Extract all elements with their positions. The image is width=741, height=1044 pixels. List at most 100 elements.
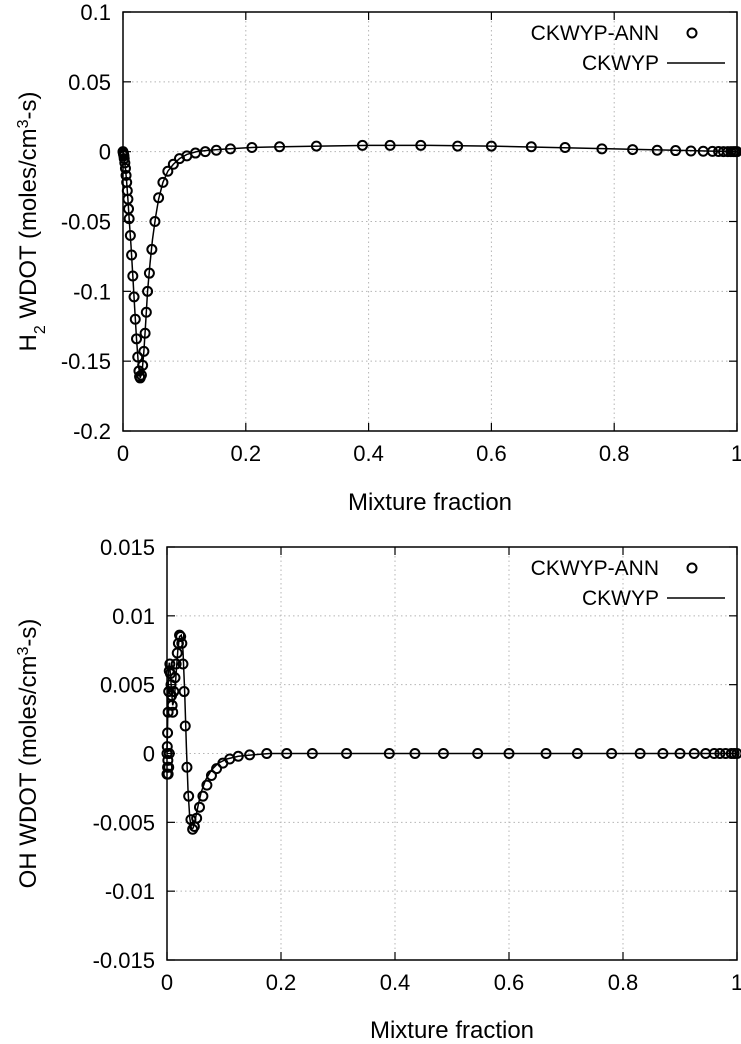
data-point-ckwyp-ann — [634, 748, 646, 759]
y-axis-label-prefix: H — [15, 334, 42, 351]
data-point-ckwyp-ann — [179, 720, 191, 732]
y-axis-label: H2 WDOT (moles/cm3-s) — [15, 91, 49, 351]
x-tick-label: 0 — [117, 441, 129, 466]
x-tick-label: 0.6 — [476, 441, 507, 466]
y-tick-label: 0.01 — [112, 604, 155, 629]
data-point-ckwyp-ann — [559, 141, 571, 153]
data-point-ckwyp-ann — [199, 146, 211, 158]
y-tick-label: -0.005 — [93, 810, 155, 835]
legend: CKWYP-ANN CKWYP — [531, 557, 725, 610]
data-point-ckwyp-ann — [128, 291, 140, 303]
grid — [123, 12, 737, 431]
data-point-ckwyp-ann — [205, 770, 217, 782]
data-point-ckwyp-ann — [714, 748, 726, 759]
x-tick-label: 0.2 — [231, 441, 262, 466]
legend: CKWYP-ANN CKWYP — [531, 22, 725, 75]
data-point-ckwyp-ann — [485, 140, 497, 152]
legend-label-ckwyp: CKWYP — [582, 52, 659, 75]
y-tick-label: -0.15 — [61, 349, 111, 374]
x-tick-label: 0.8 — [599, 441, 630, 466]
data-point-ckwyp-ann — [437, 748, 449, 759]
y-axis-label: OH WDOT (moles/cm3-s) — [15, 619, 43, 889]
data-point-ckwyp-ann — [261, 748, 273, 759]
data-point-ckwyp-ann — [674, 748, 686, 759]
data-point-ckwyp-ann — [201, 779, 213, 791]
data-point-ckwyp-ann — [193, 801, 205, 813]
y-axis-label-mid: WDOT (moles/cm — [15, 128, 42, 325]
data-point-ckwyp-ann — [181, 761, 193, 773]
data-point-ckwyp-ann — [177, 658, 189, 670]
data-point-ckwyp-ann — [175, 630, 187, 642]
data-point-ckwyp-ann — [170, 658, 182, 670]
chart-h2-wdot: 0 0.2 0.4 0.6 0.8 1 -0.2 -0.15 -0.1 -0.05 0 0.05 0.… — [15, 0, 741, 516]
data-point-ckwyp-ann — [670, 145, 682, 157]
data-point-ckwyp-ann — [503, 748, 515, 759]
data-point-ckwyp-ann — [138, 345, 150, 357]
data-point-ckwyp-ann — [127, 270, 139, 282]
chart-oh-wdot: 0 0.2 0.4 0.6 0.8 1 -0.015 -0.01 -0.005 0 0.005 0.… — [15, 535, 741, 1044]
x-axis-label: Mixture fraction — [348, 489, 512, 516]
data-point-ckwyp-ann — [409, 748, 421, 759]
data-point-ckwyp-ann — [246, 141, 258, 153]
legend-label-ckwyp-ann: CKWYP-ANN — [531, 557, 659, 580]
data-point-ckwyp-ann — [143, 267, 155, 279]
data-point-ckwyp-ann — [146, 243, 158, 255]
series-ckwyp-line-group — [122, 144, 738, 379]
y-tick-label: 0 — [99, 140, 111, 165]
data-point-ckwyp-ann — [706, 145, 718, 157]
y-tick-labels: -0.2 -0.15 -0.1 -0.05 0 0.05 0.1 — [61, 0, 111, 444]
y-tick-label: -0.015 — [93, 948, 155, 973]
x-tick-labels: 0 0.2 0.4 0.6 0.8 1 — [117, 441, 741, 466]
data-point-ckwyp-ann — [132, 351, 144, 363]
data-point-ckwyp-ann — [149, 216, 161, 227]
data-point-ckwyp-ann — [596, 143, 608, 155]
y-tick-label: 0.05 — [68, 70, 111, 95]
data-point-ckwyp-ann — [142, 285, 154, 297]
x-tick-label: 0 — [161, 970, 173, 995]
y-axis-label-subscript: 2 — [32, 325, 49, 334]
tick-marks — [166, 546, 738, 961]
data-point-ckwyp-ann — [131, 333, 143, 345]
data-point-ckwyp-ann — [126, 249, 138, 261]
x-tick-label: 0.8 — [608, 970, 639, 995]
data-point-ckwyp-ann — [341, 748, 353, 759]
data-point-ckwyp-ann — [356, 139, 368, 151]
data-point-ckwyp-ann — [685, 145, 697, 157]
legend-marker-ckwyp-ann — [686, 562, 698, 574]
data-point-ckwyp-ann — [210, 144, 222, 156]
x-tick-label: 0.4 — [380, 970, 411, 995]
data-point-ckwyp-ann — [124, 229, 136, 241]
data-point-ckwyp-ann — [120, 169, 132, 181]
x-tick-label: 1 — [731, 970, 741, 995]
data-point-ckwyp-ann — [162, 754, 174, 766]
y-axis-label-suffix: -s) — [15, 91, 42, 119]
y-axis-label-mid: WDOT (moles/cm — [15, 656, 42, 853]
x-tick-label: 1 — [731, 441, 741, 466]
data-point-ckwyp-ann — [306, 748, 318, 759]
data-point-ckwyp-ann — [384, 139, 396, 151]
data-point-ckwyp-ann — [169, 672, 181, 684]
series-ckwyp-line — [122, 144, 738, 379]
y-tick-label: 0 — [143, 742, 155, 767]
data-point-ckwyp-ann — [183, 790, 195, 802]
y-tick-label: 0.015 — [100, 535, 155, 560]
data-point-ckwyp-ann — [119, 157, 131, 169]
data-point-ckwyp-ann — [651, 144, 663, 156]
grid — [167, 547, 737, 960]
data-point-ckwyp-ann — [211, 763, 223, 775]
x-tick-labels: 0 0.2 0.4 0.6 0.8 1 — [161, 970, 741, 995]
tick-marks — [122, 11, 738, 432]
series-ckwyp-ann-markers-group — [161, 629, 741, 835]
data-point-ckwyp-ann — [274, 141, 286, 153]
data-point-ckwyp-ann — [452, 140, 464, 152]
data-point-ckwyp-ann — [657, 748, 669, 759]
data-point-ckwyp-ann — [139, 327, 151, 339]
y-tick-labels: -0.015 -0.01 -0.005 0 0.005 0.01 0.015 — [93, 535, 155, 973]
data-point-ckwyp-ann — [140, 306, 152, 318]
data-point-ckwyp-ann — [162, 165, 174, 177]
y-tick-label: 0.005 — [100, 673, 155, 698]
data-point-ckwyp-ann — [167, 706, 179, 718]
data-point-ckwyp-ann — [119, 162, 131, 174]
series-ckwyp-line — [166, 633, 737, 831]
y-tick-label: 0.1 — [80, 0, 111, 25]
